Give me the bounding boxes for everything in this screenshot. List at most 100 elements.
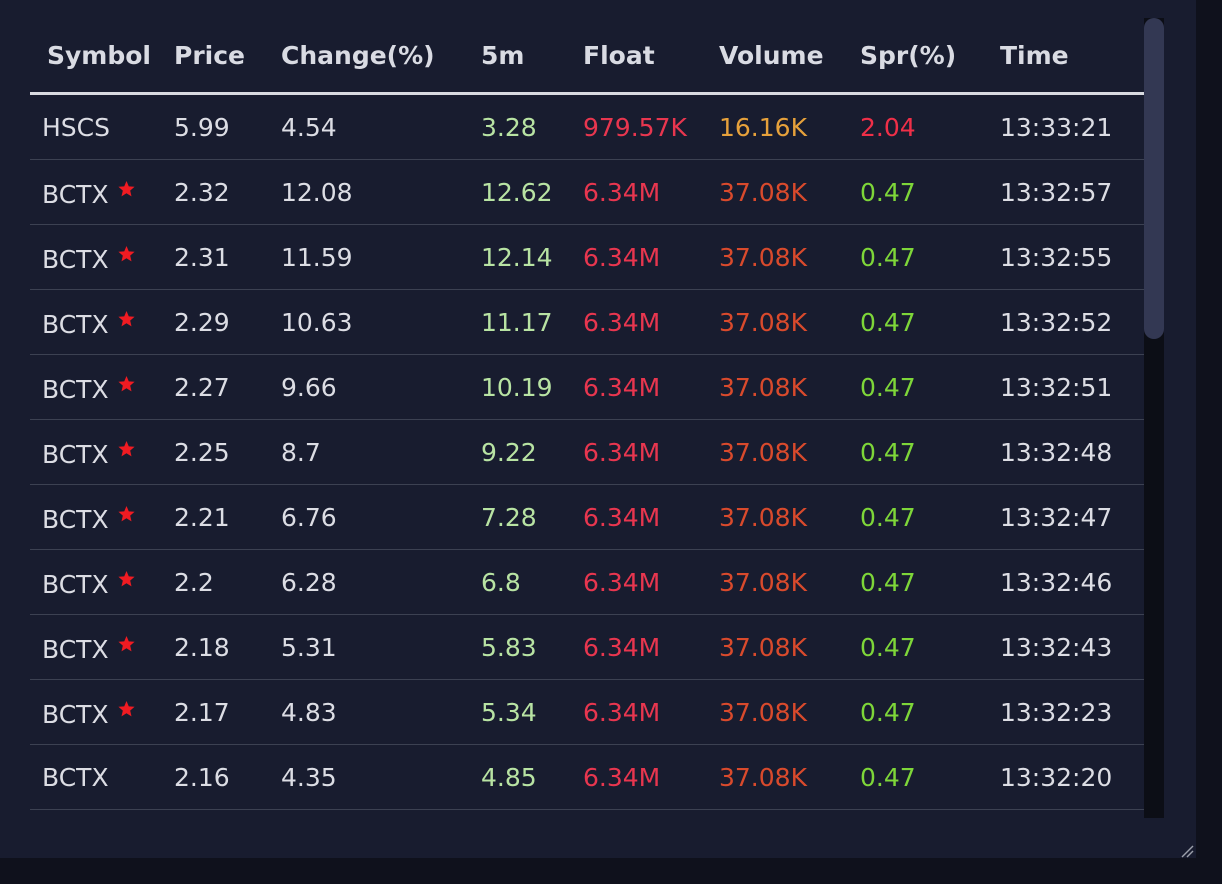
column-header-change[interactable]: Change(%) xyxy=(281,18,481,95)
cell-time: 13:32:23 xyxy=(1000,679,1144,745)
star-icon[interactable] xyxy=(117,435,136,464)
cell-spread: 0.47 xyxy=(860,159,1000,225)
cell-5m-value: 7.28 xyxy=(481,502,537,532)
cell-volume-value: 16.16K xyxy=(719,112,807,142)
cell-spread-value: 0.47 xyxy=(860,697,916,727)
cell-volume-value: 37.08K xyxy=(719,697,807,727)
table-row[interactable]: BCTX 2.29 10.63 11.17 6.34M 37.08K 0.47 13:32:5… xyxy=(30,289,1144,355)
table-row[interactable]: BCTX 2.17 4.83 5.34 6.34M 37.08K 0.47 13:32:23 xyxy=(30,679,1144,745)
scanner-table-viewport[interactable]: Symbol Price Change(%) 5m Float Volume S… xyxy=(30,18,1144,818)
cell-5m: 7.28 xyxy=(481,484,583,550)
cell-spread-value: 0.47 xyxy=(860,632,916,662)
cell-symbol: BCTX xyxy=(30,419,173,485)
cell-price-value: 2.16 xyxy=(174,762,230,792)
header-row: Symbol Price Change(%) 5m Float Volume S… xyxy=(30,18,1144,95)
cell-change: 4.83 xyxy=(281,679,481,745)
table-row[interactable]: BCTX 2.27 9.66 10.19 6.34M 37.08K 0.47 13:32:51 xyxy=(30,354,1144,420)
column-header-time[interactable]: Time xyxy=(1000,18,1144,95)
cell-time-value: 13:32:46 xyxy=(1000,567,1113,597)
star-icon[interactable] xyxy=(117,565,136,594)
cell-price-value: 2.2 xyxy=(174,567,214,597)
column-header-spread[interactable]: Spr(%) xyxy=(860,18,1000,95)
cell-spread: 0.47 xyxy=(860,744,1000,810)
star-icon[interactable] xyxy=(117,305,136,334)
cell-volume-value: 37.08K xyxy=(719,177,807,207)
cell-volume-value: 37.08K xyxy=(719,437,807,467)
cell-time-value: 13:33:21 xyxy=(1000,112,1113,142)
cell-volume-value: 37.08K xyxy=(719,762,807,792)
table-row[interactable]: BCTX 2.25 8.7 9.22 6.34M 37.08K 0.47 13:32:48 xyxy=(30,419,1144,485)
star-icon[interactable] xyxy=(117,630,136,659)
cell-price: 2.17 xyxy=(173,679,281,745)
cell-spread: 0.47 xyxy=(860,549,1000,615)
cell-volume-value: 37.08K xyxy=(719,632,807,662)
cell-float: 6.34M xyxy=(583,484,719,550)
cell-5m: 11.17 xyxy=(481,289,583,355)
cell-volume: 37.08K xyxy=(719,224,860,290)
cell-time: 13:32:20 xyxy=(1000,744,1144,810)
cell-float-value: 6.34M xyxy=(583,632,661,662)
cell-change: 10.63 xyxy=(281,289,481,355)
cell-time-value: 13:32:55 xyxy=(1000,242,1113,272)
cell-spread-value: 0.47 xyxy=(860,502,916,532)
cell-symbol-value: BCTX xyxy=(42,375,109,404)
column-header-float[interactable]: Float xyxy=(583,18,719,95)
star-icon[interactable] xyxy=(117,370,136,399)
cell-symbol-value: BCTX xyxy=(42,440,109,469)
cell-symbol-value: BCTX xyxy=(42,505,109,534)
cell-change: 12.08 xyxy=(281,159,481,225)
cell-price-value: 2.18 xyxy=(174,632,230,662)
cell-spread-value: 2.04 xyxy=(860,112,916,142)
table-row[interactable]: BCTX 2.32 12.08 12.62 6.34M 37.08K 0.47 13:32:5… xyxy=(30,159,1144,225)
cell-5m-value: 5.34 xyxy=(481,697,537,727)
star-icon[interactable] xyxy=(117,695,136,724)
cell-change-value: 6.28 xyxy=(281,567,337,597)
column-header-symbol[interactable]: Symbol xyxy=(30,18,173,95)
cell-price: 2.29 xyxy=(173,289,281,355)
cell-time-value: 13:32:52 xyxy=(1000,307,1113,337)
cell-5m: 9.22 xyxy=(481,419,583,485)
vertical-scrollbar-thumb[interactable] xyxy=(1144,18,1164,339)
cell-spread-value: 0.47 xyxy=(860,437,916,467)
cell-change-value: 12.08 xyxy=(281,177,353,207)
cell-price: 2.18 xyxy=(173,614,281,680)
cell-float-value: 6.34M xyxy=(583,307,661,337)
cell-5m-value: 10.19 xyxy=(481,372,553,402)
cell-spread: 0.47 xyxy=(860,224,1000,290)
cell-symbol: BCTX xyxy=(30,159,173,225)
star-icon[interactable] xyxy=(117,175,136,204)
cell-5m-value: 4.85 xyxy=(481,762,537,792)
cell-time-value: 13:32:20 xyxy=(1000,762,1113,792)
table-row[interactable]: BCTX 2.2 6.28 6.8 6.34M 37.08K 0.47 13:32:46 xyxy=(30,549,1144,615)
cell-float-value: 6.34M xyxy=(583,762,661,792)
cell-price-value: 2.27 xyxy=(174,372,230,402)
cell-time-value: 13:32:47 xyxy=(1000,502,1113,532)
resize-grip-icon[interactable] xyxy=(1180,843,1194,858)
column-header-5m[interactable]: 5m xyxy=(481,18,583,95)
cell-volume-value: 37.08K xyxy=(719,307,807,337)
cell-5m: 5.34 xyxy=(481,679,583,745)
cell-spread: 0.47 xyxy=(860,419,1000,485)
cell-volume: 37.08K xyxy=(719,614,860,680)
table-row[interactable]: HSCS 5.99 4.54 3.28 979.57K 16.16K 2.04 13:33:2… xyxy=(30,93,1144,160)
table-row[interactable]: BCTX 2.31 11.59 12.14 6.34M 37.08K 0.47 13:32:5… xyxy=(30,224,1144,290)
table-row[interactable]: BCTX 2.16 4.35 4.85 6.34M 37.08K 0.47 13:32:20 xyxy=(30,744,1144,810)
cell-price-value: 2.17 xyxy=(174,697,230,727)
cell-volume-value: 37.08K xyxy=(719,502,807,532)
cell-spread-value: 0.47 xyxy=(860,762,916,792)
cell-symbol-value: BCTX xyxy=(42,762,109,792)
star-icon[interactable] xyxy=(117,240,136,269)
column-header-volume[interactable]: Volume xyxy=(719,18,860,95)
cell-time: 13:32:57 xyxy=(1000,159,1144,225)
column-header-price[interactable]: Price xyxy=(173,18,281,95)
cell-change-value: 4.83 xyxy=(281,697,337,727)
cell-float-value: 6.34M xyxy=(583,697,661,727)
cell-symbol-value: HSCS xyxy=(42,112,110,142)
star-icon[interactable] xyxy=(117,500,136,529)
cell-time: 13:32:51 xyxy=(1000,354,1144,420)
cell-float-value: 6.34M xyxy=(583,242,661,272)
cell-5m: 10.19 xyxy=(481,354,583,420)
table-row[interactable]: BCTX 2.18 5.31 5.83 6.34M 37.08K 0.47 13:32:43 xyxy=(30,614,1144,680)
cell-volume: 37.08K xyxy=(719,289,860,355)
table-row[interactable]: BCTX 2.21 6.76 7.28 6.34M 37.08K 0.47 13:32:47 xyxy=(30,484,1144,550)
